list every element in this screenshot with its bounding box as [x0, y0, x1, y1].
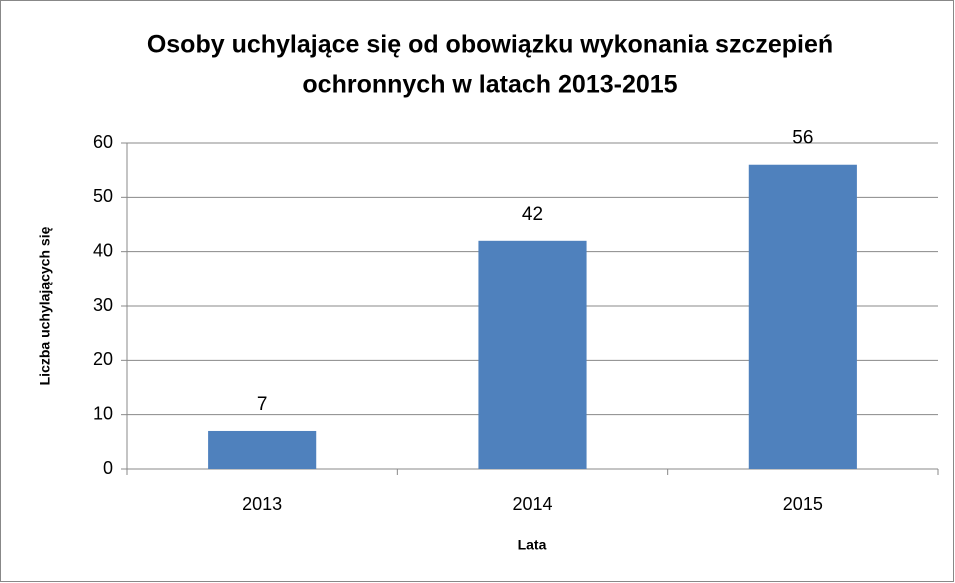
data-label: 7 [257, 394, 268, 415]
y-tick-label: 40 [93, 240, 113, 260]
y-tick-label: 20 [93, 349, 113, 369]
y-tick-label: 50 [93, 186, 113, 206]
bar [208, 430, 317, 469]
x-tick-label: 2014 [512, 494, 552, 514]
data-label: 56 [792, 128, 813, 149]
y-tick-label: 0 [103, 458, 113, 478]
data-label: 42 [522, 204, 543, 225]
chart-title: ochronnych w latach 2013-2015 [302, 71, 677, 99]
y-tick-label: 60 [93, 132, 113, 152]
bar [478, 240, 587, 469]
bar [748, 164, 857, 469]
chart-title: Osoby uchylające się od obowiązku wykona… [147, 31, 833, 59]
x-axis-title: Lata [518, 537, 547, 553]
y-tick-label: 30 [93, 295, 113, 315]
x-tick-label: 2013 [242, 494, 282, 514]
x-tick-label: 2015 [783, 494, 823, 514]
y-axis-title: Liczba uchylających się [37, 226, 53, 385]
y-tick-label: 10 [93, 403, 113, 423]
